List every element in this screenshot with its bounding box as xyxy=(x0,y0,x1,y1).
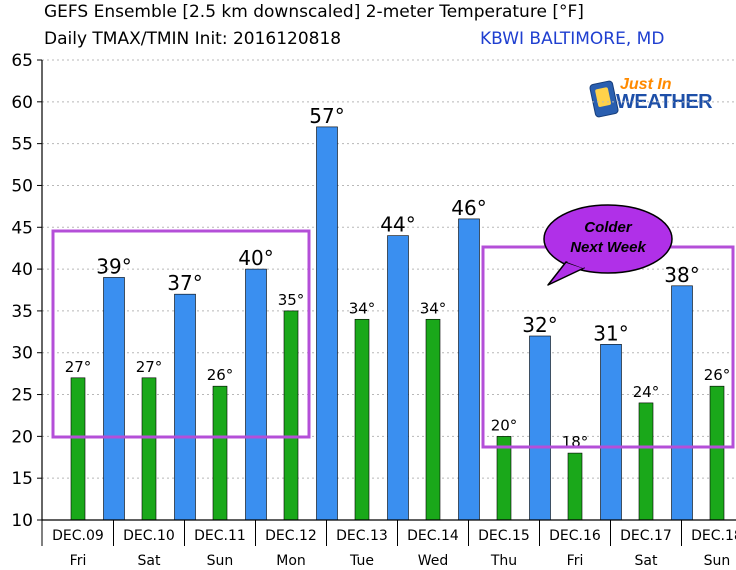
tmax-label: 31° xyxy=(593,321,628,345)
x-tick-label-date: DEC.17 xyxy=(620,528,672,544)
x-tick-label-date: DEC.16 xyxy=(549,528,601,544)
x-tick-label-date: DEC.13 xyxy=(336,528,388,544)
x-tick-label-date: DEC.11 xyxy=(194,528,246,544)
x-tick-label-date: DEC.14 xyxy=(407,528,459,544)
tmax-bar xyxy=(245,268,267,521)
tmax-bar xyxy=(458,218,480,521)
chart-title: GEFS Ensemble [2.5 km downscaled] 2-mete… xyxy=(44,2,584,22)
tmin-label: 26° xyxy=(207,366,234,384)
tmin-bar xyxy=(709,385,725,521)
tmax-label: 57° xyxy=(309,104,344,128)
callout-tail-join xyxy=(567,259,585,269)
callout-bubble xyxy=(543,204,673,274)
callout-line2: Next Week xyxy=(570,239,646,256)
x-tick-label-weekday: Sat xyxy=(635,553,658,569)
tmin-bar xyxy=(638,402,654,521)
y-tick-label: 55 xyxy=(11,135,33,155)
tmin-bar xyxy=(283,310,299,521)
y-tick-label: 40 xyxy=(11,260,33,280)
tmax-label: 37° xyxy=(167,271,202,295)
tmax-bar xyxy=(671,285,693,521)
tmin-label: 35° xyxy=(278,291,305,309)
tmax-label: 39° xyxy=(96,254,131,278)
tmin-bar xyxy=(70,377,86,521)
x-tick-label-weekday: Tue xyxy=(349,553,374,569)
station-label: KBWI BALTIMORE, MD xyxy=(480,29,665,49)
tmax-bar xyxy=(529,335,551,521)
x-tick-label-weekday: Mon xyxy=(276,553,306,569)
x-tick-label-weekday: Fri xyxy=(70,553,87,569)
tmin-bar xyxy=(567,452,583,521)
callout-text: Colder Next Week xyxy=(548,218,668,258)
x-tick-label-date: DEC.15 xyxy=(478,528,530,544)
tmax-bar xyxy=(174,293,196,521)
logo-text-line2: WEATHER xyxy=(616,91,713,113)
y-tick-label: 65 xyxy=(11,51,33,71)
y-tick-label: 30 xyxy=(11,344,33,364)
y-tick-label: 60 xyxy=(11,93,33,113)
chart-subtitle: Daily TMAX/TMIN Init: 2016120818 xyxy=(44,29,342,49)
tmin-label: 34° xyxy=(420,299,447,317)
tmax-bar xyxy=(600,344,622,521)
tmin-label: 34° xyxy=(349,299,376,317)
tmin-label: 20° xyxy=(491,416,518,434)
x-tick-label-date: DEC.12 xyxy=(265,528,317,544)
tmax-label: 40° xyxy=(238,246,273,270)
x-tick-label-weekday: Sun xyxy=(704,553,731,569)
tmax-bar xyxy=(316,126,338,521)
x-tick-label-weekday: Wed xyxy=(418,553,449,569)
tmax-bar xyxy=(387,235,409,521)
tmin-bar xyxy=(212,385,228,521)
just-in-weather-logo: Just In WEATHER xyxy=(588,76,720,119)
y-tick-label: 15 xyxy=(11,469,33,489)
callout-line1: Colder xyxy=(584,219,632,236)
x-tick-label-weekday: Sat xyxy=(138,553,161,569)
x-tick-label-date: DEC.10 xyxy=(123,528,175,544)
logo-text-line1: Just In xyxy=(620,76,672,93)
tmin-bar xyxy=(354,318,370,521)
tmax-label: 32° xyxy=(522,313,557,337)
tmax-bar xyxy=(103,277,125,521)
y-tick-label: 35 xyxy=(11,302,33,322)
tmin-label: 24° xyxy=(633,383,660,401)
y-tick-label: 45 xyxy=(11,218,33,238)
tmin-label: 26° xyxy=(704,366,731,384)
x-tick-label-weekday: Thu xyxy=(490,553,517,569)
x-tick-label-weekday: Fri xyxy=(567,553,584,569)
tmax-label: 46° xyxy=(451,196,486,220)
x-tick-label-date: DEC.18 xyxy=(691,528,736,544)
tmin-label: 27° xyxy=(65,358,92,376)
tmin-bar xyxy=(496,436,512,521)
x-tick-label-date: DEC.09 xyxy=(52,528,104,544)
x-tick-label-weekday: Sun xyxy=(207,553,234,569)
y-tick-label: 20 xyxy=(11,427,33,447)
tmax-label: 44° xyxy=(380,213,415,237)
tmax-label: 38° xyxy=(664,263,699,287)
tmin-bar xyxy=(425,318,441,521)
highlight-box-warm xyxy=(51,229,311,439)
y-tick-label: 25 xyxy=(11,386,33,406)
y-tick-label: 10 xyxy=(11,511,33,531)
y-tick-label: 50 xyxy=(11,176,33,196)
tmin-label: 27° xyxy=(136,358,163,376)
tmin-bar xyxy=(141,377,157,521)
